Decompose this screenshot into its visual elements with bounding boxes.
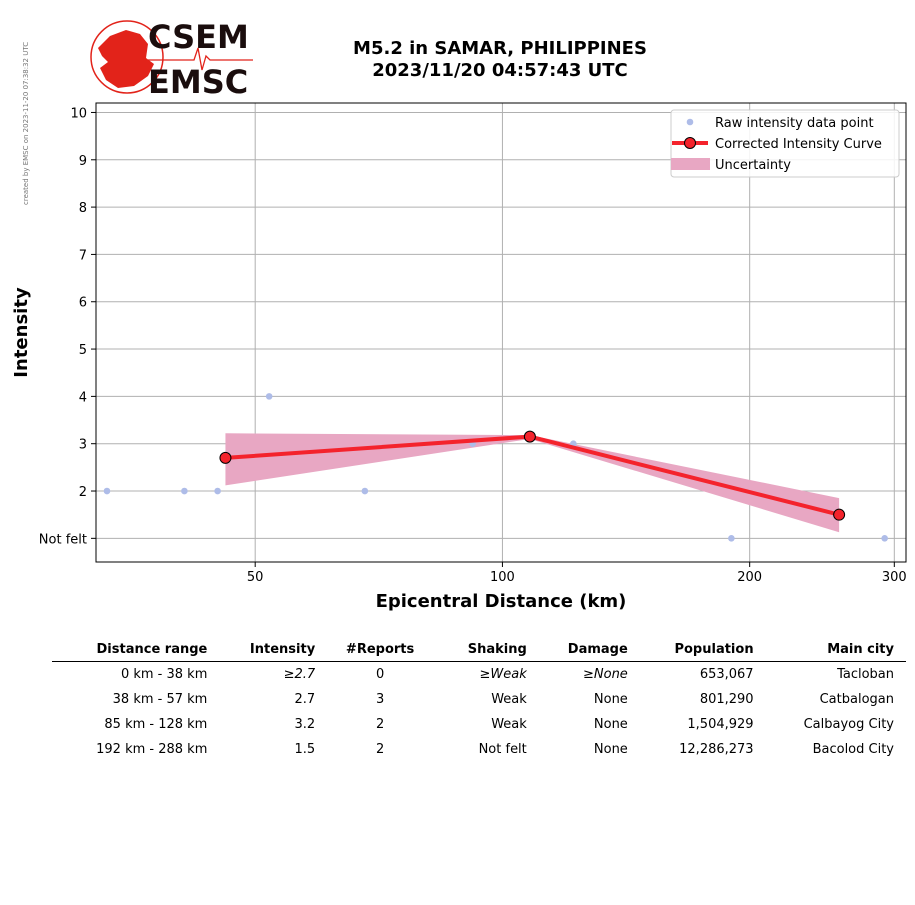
table-row: 192 km - 288 km 1.5 2 Not felt None 12,286,27… <box>52 737 906 762</box>
table-header-row: Distance range Intensity #Reports Shaking Da… <box>52 640 906 662</box>
x-axis-label: Epicentral Distance (km) <box>376 591 627 612</box>
y-tick-label: 10 <box>70 106 87 121</box>
curve-marker <box>833 508 846 521</box>
table-cell: 3.2 <box>294 717 316 732</box>
table-cell: 192 km - 288 km <box>96 742 208 757</box>
table-cell: 1,504,929 <box>687 717 754 732</box>
y-tick-label: 8 <box>79 201 87 216</box>
summary-table: Distance range Intensity #Reports Shaking Da… <box>52 640 906 762</box>
title-line2: 2023/11/20 04:57:43 UTC <box>372 60 628 81</box>
uncertainty-band <box>225 433 840 533</box>
table-row: 85 km - 128 km 3.2 2 Weak None 1,504,929 Calba… <box>52 712 906 737</box>
table-cell: Weak <box>491 717 527 732</box>
legend-band-label: Uncertainty <box>715 158 791 173</box>
x-tick-label: 50 <box>247 570 264 585</box>
legend-raw-label: Raw intensity data point <box>715 116 874 131</box>
table-cell: Calbayog City <box>803 717 894 732</box>
table-cell: None <box>593 717 628 732</box>
table-body: 0 km - 38 km ≥2.7 0 ≥Weak ≥None 653,067 Taclob… <box>52 662 906 763</box>
x-tick-label: 200 <box>737 570 762 585</box>
plot-frame <box>95 102 907 563</box>
column-header: Population <box>639 640 766 662</box>
table-cell: 2 <box>375 742 385 757</box>
table-row: 0 km - 38 km ≥2.7 0 ≥Weak ≥None 653,067 Taclob… <box>52 662 906 688</box>
x-tick-label: 100 <box>490 570 515 585</box>
legend-curve-marker <box>684 137 696 149</box>
raw-data-point <box>881 535 888 542</box>
corrected-curve <box>219 430 846 521</box>
curve-marker <box>523 430 536 443</box>
table-cell: ≥2.7 <box>283 667 316 682</box>
column-header: Damage <box>538 640 640 662</box>
table-row: 38 km - 57 km 2.7 3 Weak None 801,290 Catbalog… <box>52 687 906 712</box>
raw-data-point <box>103 487 111 495</box>
title-line1: M5.2 in SAMAR, PHILIPPINES <box>353 38 647 59</box>
curve-marker <box>219 451 232 464</box>
y-tick-label: 6 <box>79 296 87 311</box>
table-cell: Bacolod City <box>812 742 894 757</box>
chart-title: M5.2 in SAMAR, PHILIPPINES 2023/11/20 04… <box>300 38 700 82</box>
y-tick-label: 3 <box>79 438 87 453</box>
table-cell: Weak <box>491 692 527 707</box>
legend: Raw intensity data point Corrected Intens… <box>670 109 900 178</box>
x-tick-label: 300 <box>882 570 907 585</box>
uncertainty-area <box>225 433 840 533</box>
table-cell: 12,286,273 <box>679 742 754 757</box>
table-cell: 801,290 <box>699 692 754 707</box>
y-tick-label: 9 <box>79 154 87 169</box>
table-cell: Not felt <box>478 742 527 757</box>
y-tick-label: 5 <box>79 343 87 358</box>
logo-line2: EMSC <box>148 63 248 98</box>
y-tick-label: 2 <box>79 485 87 500</box>
table-cell: ≥None <box>583 667 628 682</box>
raw-data-point <box>214 487 221 495</box>
column-header: #Reports <box>327 640 439 662</box>
raw-data-point <box>181 487 188 495</box>
table-cell: ≥Weak <box>479 667 527 682</box>
legend-band-swatch <box>671 158 710 170</box>
table-cell: 2 <box>375 717 385 732</box>
table-cell: 85 km - 128 km <box>104 717 208 732</box>
raw-points <box>103 393 888 542</box>
table-cell: 3 <box>375 692 385 707</box>
table-cell: 2.7 <box>294 692 316 707</box>
legend-box <box>670 109 900 178</box>
column-header: Distance range <box>52 640 220 662</box>
axes: 50 100 200 300 Not felt 2 3 4 5 6 7 8 9 10 Epicentral … <box>11 102 907 612</box>
column-header: Shaking <box>438 640 539 662</box>
intensity-chart: 50 100 200 300 Not felt 2 3 4 5 6 7 8 9 10 Epicentral … <box>11 102 907 612</box>
table-cell: 1.5 <box>294 742 316 757</box>
y-tick-label: 7 <box>79 248 87 263</box>
csem-emsc-logo: CSEM EMSC <box>90 18 253 98</box>
legend-curve-label: Corrected Intensity Curve <box>715 137 882 152</box>
table-cell: 38 km - 57 km <box>112 692 208 707</box>
legend-raw-marker <box>686 118 694 126</box>
table-cell: 0 <box>375 667 385 682</box>
table-cell: Catbalogan <box>819 692 894 707</box>
table-cell: 653,067 <box>699 667 754 682</box>
table-cell: None <box>593 742 628 757</box>
table-cell: Tacloban <box>837 667 894 682</box>
column-header: Main city <box>765 640 906 662</box>
column-header: Intensity <box>219 640 328 662</box>
raw-data-point <box>361 487 369 495</box>
y-tick-label: 4 <box>79 390 87 405</box>
table-cell: None <box>593 692 628 707</box>
y-axis-label: Intensity <box>11 287 32 378</box>
raw-data-point <box>265 393 273 400</box>
table-cell: 0 km - 38 km <box>120 667 208 682</box>
y-tick-label: Not felt <box>39 532 87 547</box>
raw-data-point <box>728 535 735 542</box>
